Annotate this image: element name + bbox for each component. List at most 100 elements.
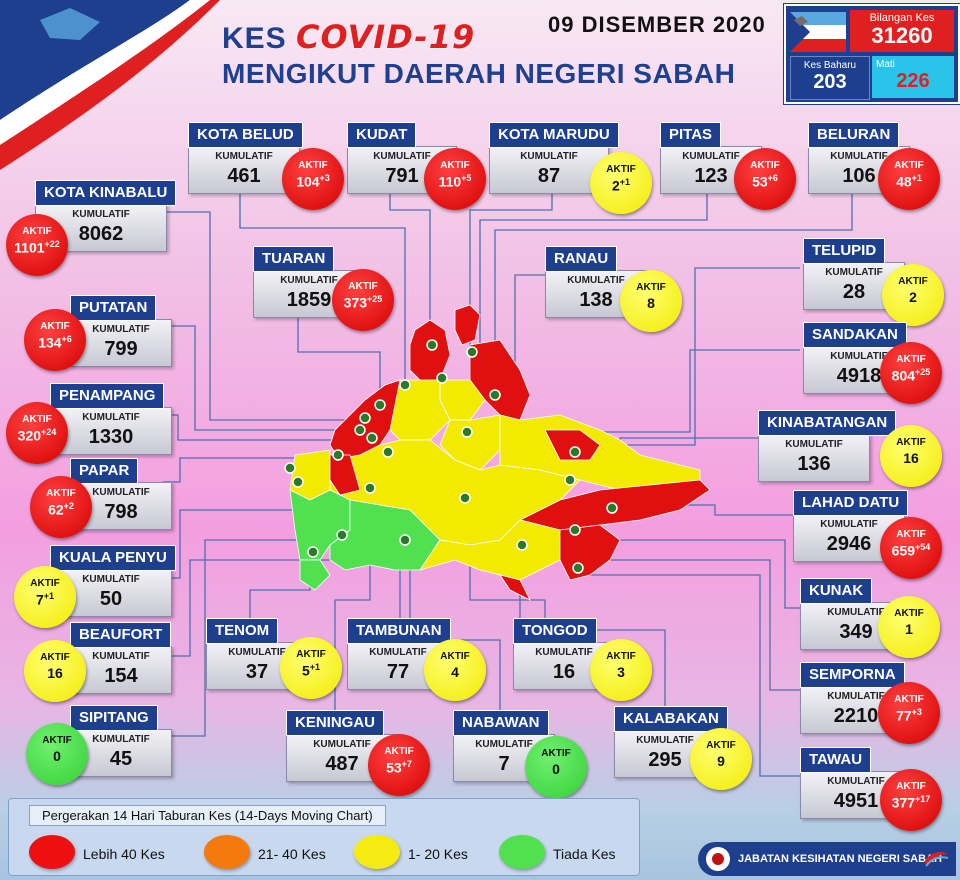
- kumulatif-label: KUMULATIF: [682, 151, 740, 162]
- kumulatif-value: 123: [694, 165, 728, 187]
- aktif-label: AKTIF: [42, 735, 72, 746]
- kumulatif-label: KUMULATIF: [313, 739, 371, 750]
- active-delta: +5: [461, 173, 472, 183]
- sabah-swoosh-icon: [924, 852, 949, 867]
- district-name: PUTATAN: [70, 295, 157, 321]
- legend-label: 1- 20 Kes: [408, 846, 468, 862]
- active-count: 0: [552, 761, 560, 777]
- active-delta: +22: [44, 239, 60, 249]
- district-name: SEMPORNA: [800, 662, 905, 688]
- active-count: 48: [896, 173, 912, 190]
- aktif-label: AKTIF: [636, 282, 666, 293]
- aktif-label: AKTIF: [296, 649, 326, 660]
- kumulatif-label: KUMULATIF: [830, 351, 888, 362]
- active-cases-circle: AKTIF 373+25: [332, 269, 394, 331]
- active-cases-circle: AKTIF 48+1: [878, 148, 940, 210]
- kumulatif-value: 1859: [286, 289, 332, 311]
- active-delta: +6: [767, 173, 778, 183]
- active-count: 16: [903, 450, 919, 466]
- district-name: TAMBUNAN: [347, 618, 451, 644]
- active-count: 7: [35, 591, 44, 608]
- title-line2: MENGIKUT DAERAH NEGERI SABAH: [222, 58, 736, 89]
- kumulatif-value: 7: [498, 753, 510, 775]
- kumulatif-value: 295: [648, 749, 682, 771]
- kumulatif-label: KUMULATIF: [520, 151, 578, 162]
- legend-swatch-red: [29, 835, 75, 869]
- aktif-label: AKTIF: [894, 608, 924, 619]
- district-name: SANDAKAN: [803, 322, 907, 348]
- district-name: KOTA KINABALU: [35, 180, 177, 206]
- legend-label: Lebih 40 Kes: [83, 846, 165, 862]
- active-count: 4: [451, 664, 459, 680]
- kumulatif-label: KUMULATIF: [373, 151, 431, 162]
- active-value: 659+54: [880, 542, 942, 559]
- kumulatif-value: 45: [109, 748, 133, 770]
- active-delta: +25: [915, 367, 931, 377]
- kumulatif-value: 461: [227, 165, 261, 187]
- kumulatif-label: KUMULATIF: [82, 574, 140, 585]
- kumulatif-box: KUMULATIF 154: [70, 646, 172, 694]
- aktif-label: AKTIF: [22, 226, 52, 237]
- district-markers: [284, 339, 618, 574]
- active-value: 53+6: [734, 173, 796, 190]
- aktif-label: AKTIF: [46, 488, 76, 499]
- deaths: Mati 226: [872, 56, 954, 98]
- active-value: 377+17: [880, 794, 942, 811]
- kumulatif-value: 138: [579, 289, 613, 311]
- active-cases-circle: AKTIF 1: [878, 596, 940, 658]
- aktif-label: AKTIF: [348, 281, 378, 292]
- active-count: 62: [48, 501, 64, 518]
- kumulatif-value: 799: [104, 338, 138, 360]
- kumulatif-value: 28: [842, 281, 866, 303]
- district-name: KENINGAU: [286, 710, 385, 736]
- aktif-label: AKTIF: [22, 414, 52, 425]
- aktif-label: AKTIF: [384, 746, 414, 757]
- active-count: 373: [343, 294, 368, 311]
- kumulatif-label: KUMULATIF: [82, 412, 140, 423]
- total-cases-label: Bilangan Kes: [869, 12, 935, 24]
- kumulatif-label: KUMULATIF: [92, 487, 150, 498]
- active-count: 377: [891, 794, 916, 811]
- active-value: 320+24: [6, 427, 68, 444]
- active-value: 134+6: [24, 334, 86, 351]
- aktif-label: AKTIF: [894, 160, 924, 171]
- kumulatif-box: KUMULATIF 136: [758, 434, 870, 482]
- sabah-flag-banner: [0, 0, 220, 170]
- kumulatif-value: 2210: [833, 705, 879, 727]
- sabah-flag-icon: [790, 12, 846, 52]
- active-cases-circle: AKTIF 2: [882, 264, 944, 326]
- active-count: 2: [909, 289, 917, 305]
- district-name: BEAUFORT: [70, 622, 172, 648]
- aktif-label: AKTIF: [896, 781, 926, 792]
- active-value: 16: [880, 450, 942, 466]
- kumulatif-label: KUMULATIF: [228, 647, 286, 658]
- kumulatif-value: 154: [104, 665, 138, 687]
- active-delta: +6: [61, 334, 72, 344]
- active-value: 9: [690, 753, 752, 769]
- active-count: 53: [752, 173, 768, 190]
- kumulatif-label: KUMULATIF: [535, 647, 593, 658]
- new-cases-value: 203: [813, 71, 847, 93]
- active-delta: +3: [911, 707, 922, 717]
- aktif-label: AKTIF: [541, 748, 571, 759]
- district-name: KUALA PENYU: [50, 545, 176, 571]
- kumulatif-value: 106: [842, 165, 876, 187]
- active-cases-circle: AKTIF 4: [424, 639, 486, 701]
- kumulatif-label: KUMULATIF: [827, 607, 885, 618]
- active-cases-circle: AKTIF 7+1: [14, 566, 76, 628]
- active-count: 104: [296, 173, 320, 190]
- title-covid: COVID-19: [296, 18, 476, 56]
- active-delta: +1: [619, 177, 631, 187]
- kumulatif-value: 8062: [78, 223, 124, 245]
- district-name: TENOM: [206, 618, 279, 644]
- active-value: 5+1: [280, 662, 342, 679]
- kumulatif-value: 2946: [826, 533, 872, 555]
- active-count: 5: [301, 662, 310, 679]
- kumulatif-label: KUMULATIF: [215, 151, 273, 162]
- active-count: 1101: [14, 239, 45, 256]
- active-cases-circle: AKTIF 804+25: [880, 342, 942, 404]
- district-name: TELUPID: [803, 238, 886, 264]
- deaths-label: Mati: [876, 59, 895, 70]
- active-cases-circle: AKTIF 1101+22: [6, 214, 68, 276]
- active-count: 659: [891, 542, 916, 559]
